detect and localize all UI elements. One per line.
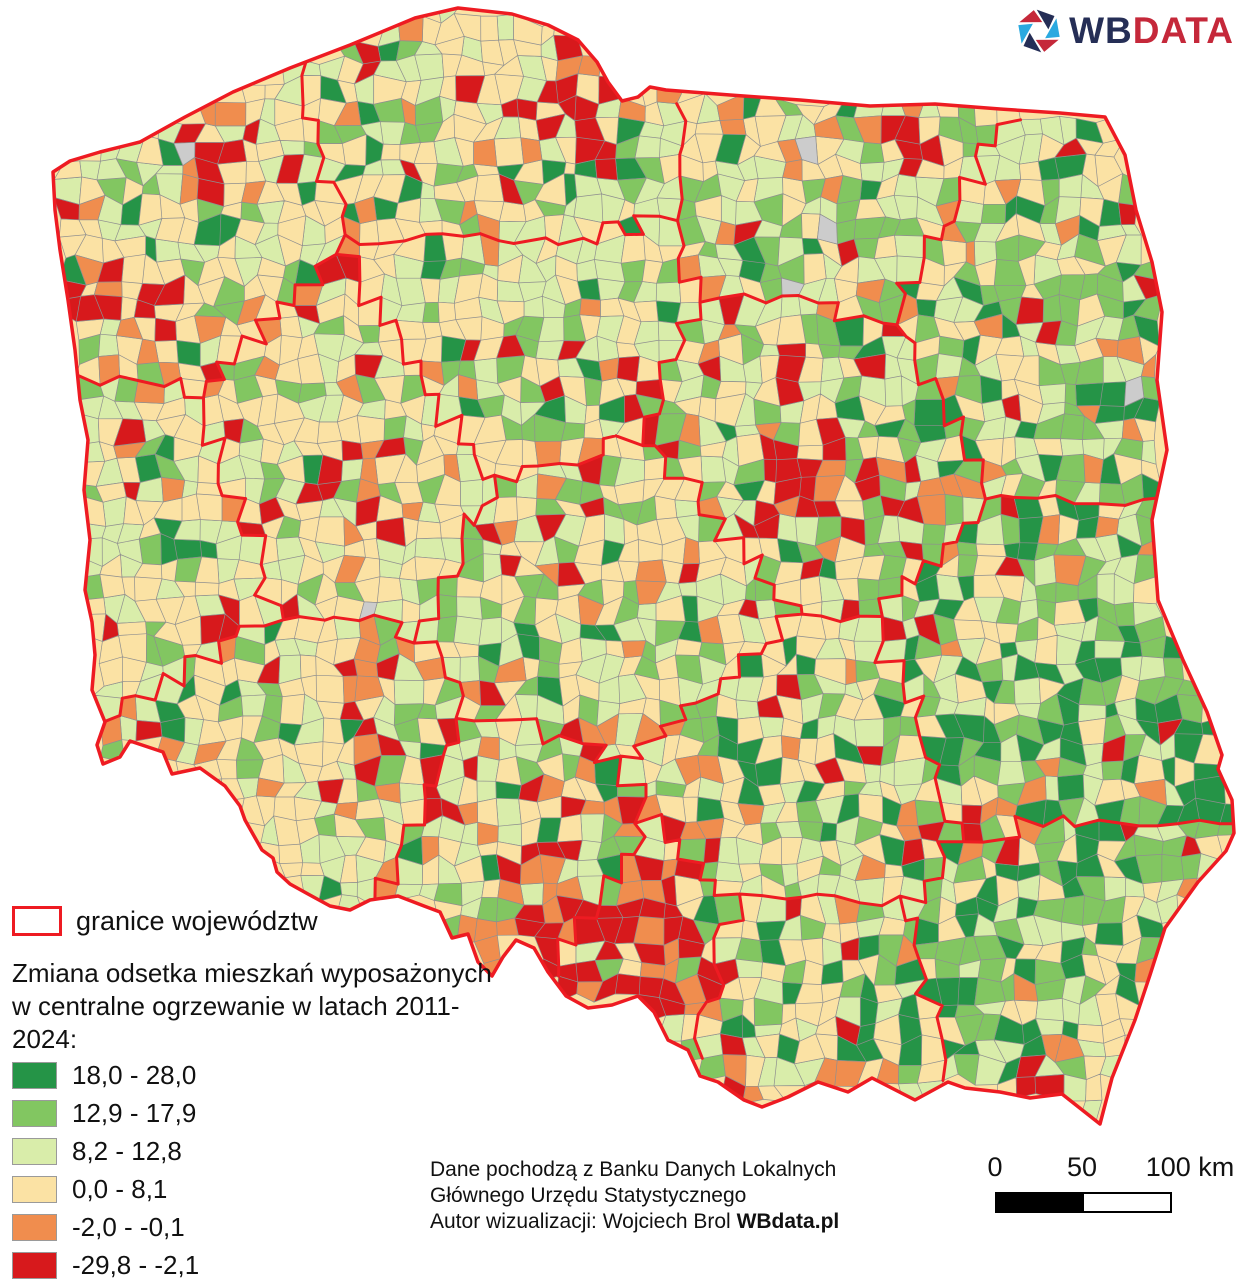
legend-title-line2: w centralne ogrzewanie w latach 2011-202… <box>12 991 460 1054</box>
aperture-blade <box>1045 18 1060 39</box>
legend-color-swatch <box>12 1175 57 1203</box>
legend-title: Zmiana odsetka mieszkań wyposażonych w c… <box>12 957 492 1056</box>
map-legend: granice województw Zmiana odsetka mieszk… <box>12 905 492 1284</box>
poland-choropleth-map <box>51 6 1236 1126</box>
wbdata-logo: WBDATA <box>1016 8 1234 54</box>
legend-borders-row: granice województw <box>12 905 492 937</box>
legend-color-swatch <box>12 1213 57 1241</box>
aperture-blade <box>1036 9 1055 30</box>
legend-item: -2,0 - -0,1 <box>12 1208 492 1246</box>
legend-item-label: -2,0 - -0,1 <box>72 1211 185 1242</box>
attribution: Dane pochodzą z Banku Danych Lokalnych G… <box>430 1157 839 1235</box>
legend-title-line1: Zmiana odsetka mieszkań wyposażonych <box>12 958 492 988</box>
legend-item: 8,2 - 12,8 <box>12 1132 492 1170</box>
legend-color-swatch <box>12 1251 57 1279</box>
scale-bar: 0 50 100 km <box>985 1152 1240 1227</box>
legend-color-swatch <box>12 1137 57 1165</box>
poland-outline <box>51 6 1236 1126</box>
legend-item: 18,0 - 28,0 <box>12 1056 492 1094</box>
legend-color-swatch <box>12 1099 57 1127</box>
legend-item: 12,9 - 17,9 <box>12 1094 492 1132</box>
municipality-mosaic <box>53 8 1234 1124</box>
attribution-line1: Dane pochodzą z Banku Danych Lokalnych <box>430 1158 837 1181</box>
legend-item: -29,8 - -2,1 <box>12 1246 492 1284</box>
legend-class-rows: 18,0 - 28,0 12,9 - 17,9 8,2 - 12,8 0,0 - 8,… <box>12 1056 492 1284</box>
aperture-icon <box>1018 9 1060 53</box>
scale-tick-100: 100 km <box>1145 1152 1235 1182</box>
aperture-blade <box>1018 23 1033 44</box>
aperture-blade <box>1035 39 1059 52</box>
aperture-blade <box>1023 32 1042 53</box>
legend-item-label: 12,9 - 17,9 <box>72 1097 197 1128</box>
attribution-author: Autor wizualizacji: Wojciech Brol <box>430 1210 737 1233</box>
voivodeship-borders <box>74 59 1234 1082</box>
legend-item-label: 0,0 - 8,1 <box>72 1173 168 1204</box>
scale-bar-graphic <box>995 1192 1172 1213</box>
attribution-line2: Głównego Urzędu Statystycznego <box>430 1184 747 1207</box>
voivodeship-border-swatch <box>12 906 62 936</box>
voivodeship-border-label: granice województw <box>76 905 318 936</box>
logo-text-wb: WB <box>1069 10 1133 51</box>
scale-bar-black-segment <box>997 1194 1084 1211</box>
legend-item-label: 8,2 - 12,8 <box>72 1135 182 1166</box>
logo-text-data: DATA <box>1132 10 1234 51</box>
page: { "logo": { "icon": "aperture-icon", "pa… <box>12 6 1240 1280</box>
wbdata-logo-text: WBDATA <box>1069 8 1234 54</box>
legend-item-label: -29,8 - -2,1 <box>72 1249 200 1280</box>
legend-item-label: 18,0 - 28,0 <box>72 1059 197 1090</box>
scale-tick-0: 0 <box>987 1152 1003 1182</box>
attribution-line3: Autor wizualizacji: Wojciech Brol WBdata… <box>430 1209 839 1235</box>
scale-bar-white-segment <box>1083 1194 1170 1211</box>
scale-tick-50: 50 <box>1066 1152 1098 1182</box>
legend-item: 0,0 - 8,1 <box>12 1170 492 1208</box>
legend-color-swatch <box>12 1061 57 1089</box>
attribution-site: WBdata.pl <box>736 1210 840 1233</box>
aperture-blade <box>1019 10 1043 23</box>
